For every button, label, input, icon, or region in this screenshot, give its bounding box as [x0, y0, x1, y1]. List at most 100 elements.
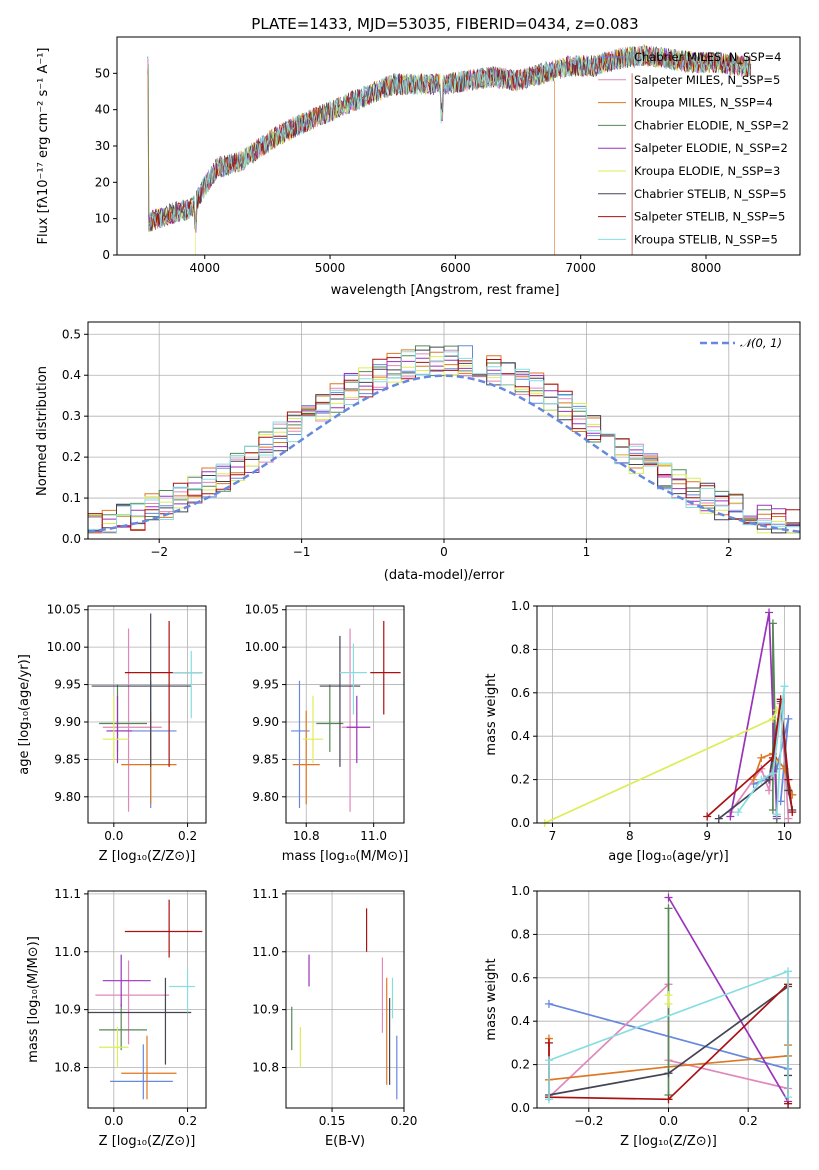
residual-histogram	[88, 345, 800, 534]
spectrum-ylabel: Flux [fλ10⁻¹⁷ erg cm⁻² s⁻¹ A⁻¹]	[36, 48, 51, 245]
x-tick-label: −2	[150, 545, 168, 559]
x-tick-label: 7000	[565, 261, 596, 275]
panel-xlabel: mass [log₁₀(M/M⊙)]	[282, 849, 409, 864]
weight-marker	[664, 999, 673, 1008]
y-tick-label: 10.8	[54, 1060, 81, 1074]
weight-marker	[768, 805, 777, 814]
y-tick-label: 11.0	[252, 945, 279, 959]
x-tick-label: 8000	[691, 261, 722, 275]
legend-label: Kroupa MILES, N_SSP=4	[634, 96, 773, 110]
y-tick-label: 0.4	[511, 729, 530, 743]
panel-ylabel: mass weight	[484, 673, 499, 755]
weight-marker	[726, 812, 735, 821]
residual-histograms	[87, 345, 801, 534]
y-tick-label: 0.2	[62, 450, 81, 464]
y-tick-label: 0.0	[62, 532, 81, 546]
y-tick-label: 11.0	[54, 945, 81, 959]
x-tick-label: 1	[583, 545, 591, 559]
x-tick-label: 5000	[315, 261, 346, 275]
y-tick-label: 50	[95, 66, 110, 80]
weight-marker	[768, 769, 777, 778]
y-tick-label: 9.80	[252, 790, 279, 804]
y-tick-label: 10.8	[252, 1060, 279, 1074]
weight-marker	[664, 1069, 673, 1078]
panel-massweight_vs_age: 7 8 9 10 0.0 0.2 0.4 0.6 0.8 1.0 age [log₁₀(age/yr…	[484, 599, 801, 864]
panel-ylabel: age [log₁₀(age/yr)]	[17, 654, 32, 775]
weight-marker	[784, 714, 793, 723]
weight-marker	[703, 812, 712, 821]
x-tick-label: 6000	[440, 261, 471, 275]
panel-frame	[87, 605, 207, 824]
y-tick-label: 0.6	[511, 971, 530, 985]
spectrum-panel: PLATE=1433, MJD=53035, FIBERID=0434, z=0…	[36, 15, 801, 298]
panel-xlabel: E(B-V)	[325, 1134, 365, 1149]
x-tick-label: 0	[440, 545, 448, 559]
weight-marker	[784, 967, 793, 976]
weight-marker	[664, 904, 673, 913]
weight-marker	[757, 753, 766, 762]
x-tick-label: 0.2	[178, 1114, 197, 1128]
y-tick-label: 1.0	[511, 884, 530, 898]
y-tick-label: 0.8	[511, 642, 530, 656]
weight-marker	[664, 991, 673, 1000]
spectrum-xlabel: wavelength [Angstrom, rest frame]	[331, 283, 560, 298]
panel-xlabel: Z [log₁₀(Z/Z⊙)]	[99, 1134, 196, 1149]
legend-label: Chabrier STELIB, N_SSP=5	[634, 187, 786, 201]
weight-marker	[544, 1056, 553, 1065]
residual-x-ticks: −2 −1 0 1 2	[150, 539, 733, 559]
y-tick-label: 0.4	[62, 368, 81, 382]
y-tick-label: 11.1	[252, 887, 279, 901]
legend-label: Kroupa STELIB, N_SSP=5	[634, 232, 778, 246]
weight-marker	[765, 775, 774, 784]
y-tick-label: 0	[102, 248, 110, 262]
y-tick-label: 0.0	[511, 816, 530, 830]
residual-histogram	[88, 351, 800, 534]
y-tick-label: 10	[95, 212, 110, 226]
x-tick-label: 10.8	[293, 829, 320, 843]
weight-marker	[749, 775, 758, 784]
weight-marker	[768, 714, 777, 723]
spectrum-legend: Chabrier MILES, N_SSP=4 Salpeter MILES, N…	[598, 50, 789, 246]
y-tick-label: 0.0	[511, 1101, 530, 1115]
parameter-panels: 0.0 0.2 9.80 9.85 9.90 9.95 10.00 10.05 Z [log₁₀…	[17, 599, 801, 1149]
panel-mass_vs_ebv: 0.15 0.20 10.8 10.9 11.0 11.1 E(B-V)	[252, 887, 417, 1149]
x-tick-label: 0.2	[178, 829, 197, 843]
weight-marker	[714, 814, 723, 823]
weight-line	[667, 897, 789, 1102]
y-tick-label: 10.00	[47, 640, 81, 654]
panel-age_vs_mass: 10.8 11.0 9.80 9.85 9.90 9.95 10.00 10.05 mass […	[245, 603, 409, 864]
y-tick-label: 10.9	[252, 1003, 279, 1017]
y-tick-label: 9.80	[54, 790, 81, 804]
y-tick-label: 0.4	[511, 1014, 530, 1028]
y-tick-label: 0.1	[62, 491, 81, 505]
x-tick-label: 11.0	[360, 829, 387, 843]
weight-marker	[788, 808, 797, 817]
y-tick-label: 20	[95, 175, 110, 189]
spectrum-series	[149, 45, 752, 228]
weight-marker	[784, 775, 793, 784]
weight-marker	[734, 808, 743, 817]
spectrum-x-ticks: 4000 5000 6000 7000 8000	[189, 255, 721, 275]
weight-marker	[784, 1093, 793, 1102]
x-tick-label: 0.20	[391, 1114, 418, 1128]
spectrum-y-ticks: 0 10 20 30 40 50	[95, 66, 117, 262]
normal-legend-label: 𝒩(0, 1)	[740, 336, 782, 350]
y-tick-label: 9.85	[252, 752, 279, 766]
panel-frame	[536, 605, 801, 824]
y-tick-label: 9.90	[54, 715, 81, 729]
y-tick-label: 0.6	[511, 686, 530, 700]
residual-panel: −2 −1 0 1 2 0.0 0.1 0.2 0.3 0.4 0.5 (data-model)/…	[35, 321, 801, 583]
weight-marker	[544, 1095, 553, 1104]
legend-label: Chabrier ELODIE, N_SSP=2	[634, 118, 789, 132]
panel-xlabel: Z [log₁₀(Z/Z⊙)]	[620, 1134, 717, 1149]
x-tick-label: 2	[725, 545, 733, 559]
residual-ylabel: Normed distribution	[35, 366, 50, 496]
x-tick-label: 0.0	[104, 1114, 123, 1128]
x-tick-label: 0.15	[319, 1114, 346, 1128]
weight-marker	[765, 608, 774, 617]
legend-label: Salpeter ELODIE, N_SSP=2	[634, 141, 788, 155]
y-tick-label: 30	[95, 139, 110, 153]
y-tick-label: 9.95	[54, 678, 81, 692]
panel-age_vs_Z: 0.0 0.2 9.80 9.85 9.90 9.95 10.00 10.05 Z [log₁₀…	[17, 603, 207, 864]
weight-marker	[765, 786, 774, 795]
